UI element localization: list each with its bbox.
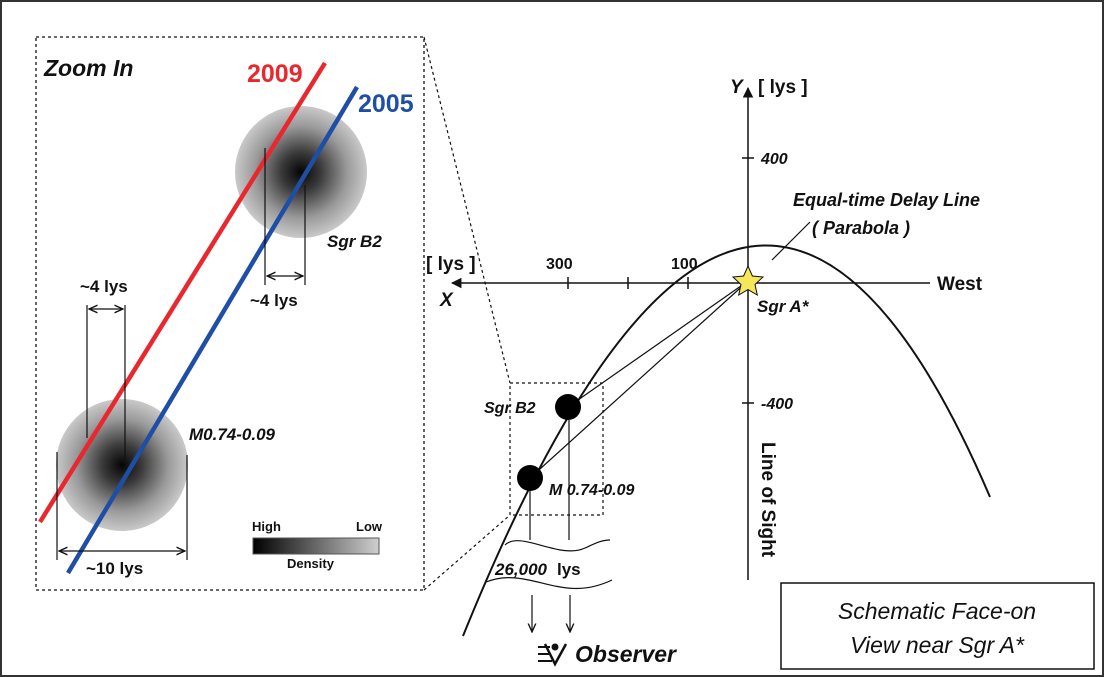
b2-width-label: ~4 lys bbox=[250, 291, 298, 310]
y-tick-neg400-label: -400 bbox=[761, 396, 793, 413]
m074-label: M 0.74-0.09 bbox=[549, 482, 634, 499]
parabola-label: ( Parabola ) bbox=[812, 218, 910, 238]
west-label: West bbox=[937, 274, 983, 295]
parabola-pointer bbox=[771, 221, 811, 261]
sgr-a-label: Sgr A* bbox=[757, 297, 810, 316]
line-of-sight-label: Line of Sight bbox=[757, 442, 778, 558]
sgr-b2-dot bbox=[555, 394, 581, 420]
x-tick-300-label: 300 bbox=[546, 256, 573, 273]
zoom-title: Zoom In bbox=[43, 55, 133, 81]
delay-line-2005 bbox=[66, 85, 359, 575]
x-tick-100-label: 100 bbox=[671, 256, 698, 273]
zoom-region-box bbox=[509, 382, 604, 516]
density-high-label: High bbox=[252, 519, 281, 534]
caption-line-1: Schematic Face-on bbox=[838, 598, 1036, 624]
year-2005-label: 2005 bbox=[358, 90, 414, 118]
year-2009-label: 2009 bbox=[247, 60, 303, 88]
y-axis-unit: [ lys ] bbox=[758, 77, 808, 98]
zoom-sgr-b2-label: Sgr B2 bbox=[327, 232, 382, 251]
zoom-connector-bottom bbox=[423, 514, 511, 591]
density-low-label: Low bbox=[356, 519, 383, 534]
m074-dot bbox=[517, 465, 543, 491]
break-line-top bbox=[504, 539, 611, 552]
caption-line-2: View near Sgr A* bbox=[850, 632, 1025, 658]
parabola-delay-line bbox=[462, 244, 991, 637]
sgr-b2-label: Sgr B2 bbox=[484, 400, 536, 417]
caption-frame bbox=[780, 582, 1095, 670]
break-line-bottom bbox=[485, 577, 613, 590]
sgr-a-star-icon bbox=[731, 264, 765, 297]
observer-label: Observer bbox=[575, 641, 677, 667]
sgr-b2-cloud bbox=[235, 106, 367, 238]
distance-value: 26,000 bbox=[494, 560, 548, 579]
m074-cloud bbox=[56, 399, 188, 531]
y-tick-400-label: 400 bbox=[760, 151, 788, 168]
zoom-connector-top bbox=[423, 36, 511, 384]
zoom-m074-label: M0.74-0.09 bbox=[189, 425, 276, 444]
density-colorbar bbox=[252, 537, 380, 555]
zoom-frame bbox=[35, 36, 425, 591]
main-diagram: Y [ lys ] 400 -400 [ lys ] X 300 100 Wes… bbox=[426, 77, 991, 667]
x-axis-label: X bbox=[439, 290, 454, 311]
caption-box: Schematic Face-on View near Sgr A* bbox=[780, 582, 1095, 670]
y-axis-label: Y bbox=[730, 77, 745, 98]
ray-to-sgr-b2 bbox=[567, 280, 749, 408]
m-top-width-label: ~4 lys bbox=[80, 277, 128, 296]
x-axis-unit: [ lys ] bbox=[426, 254, 476, 275]
delay-line-2009 bbox=[38, 61, 327, 524]
m-bottom-width-label: ~10 lys bbox=[86, 559, 143, 578]
zoom-panel: Zoom In 2009 2005 ~4 lys Sgr B2 ~4 lys ~… bbox=[35, 36, 425, 591]
distance-unit: lys bbox=[557, 560, 581, 579]
delay-line-label: Equal-time Delay Line bbox=[793, 190, 980, 210]
ray-to-m074 bbox=[529, 280, 749, 479]
density-label: Density bbox=[287, 556, 335, 571]
observer-eye-icon bbox=[538, 643, 568, 667]
